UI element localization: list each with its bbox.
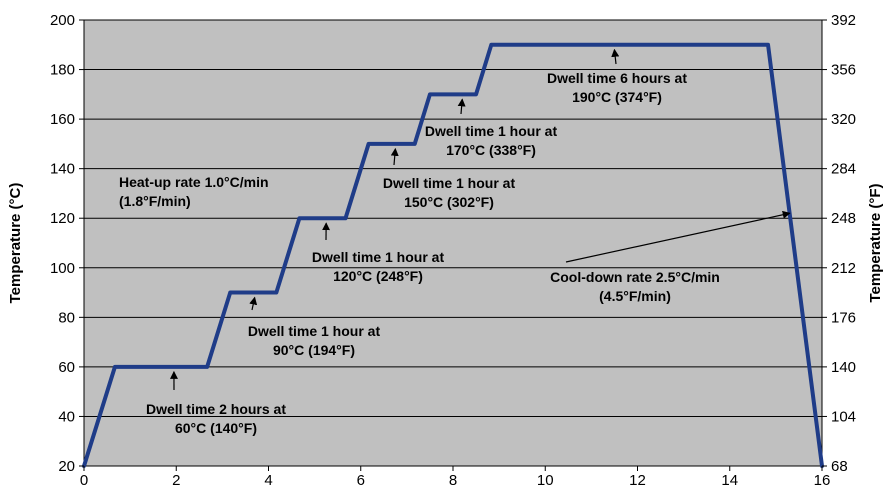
y2-tick-label: 356 (831, 62, 856, 79)
x-tick-label: 2 (172, 472, 180, 489)
annotation-dwell-170-line: Dwell time 1 hour at (425, 123, 558, 139)
y2-tick-label: 284 (831, 161, 856, 178)
y-tick-label: 180 (50, 62, 75, 79)
y-tick-label: 40 (58, 408, 75, 425)
y-tick-label: 120 (50, 210, 75, 227)
y2-tick-label: 176 (831, 309, 856, 326)
plot-area (84, 20, 822, 466)
y2-tick-label: 248 (831, 210, 856, 227)
annotation-dwell-120-line: 120°C (248°F) (333, 268, 423, 284)
x-tick-label: 8 (449, 472, 457, 489)
annotation-dwell-90-line: 90°C (194°F) (273, 342, 355, 358)
x-tick-label: 12 (629, 472, 646, 489)
annotation-dwell-190-line: 190°C (374°F) (572, 89, 662, 105)
x-tick-label: 6 (357, 472, 365, 489)
y-axis-title: Temperature (°C) (7, 183, 24, 304)
x-tick-label: 4 (264, 472, 272, 489)
y2-tick-label: 104 (831, 408, 856, 425)
x-tick-label: 10 (537, 472, 554, 489)
annotation-dwell-190-line: Dwell time 6 hours at (547, 70, 687, 86)
annotation-heat-up-line: (1.8°F/min) (119, 193, 191, 209)
x-tick-label: 0 (80, 472, 88, 489)
x-tick-label: 14 (721, 472, 738, 489)
y2-tick-label: 392 (831, 12, 856, 29)
annotation-dwell-90-line: Dwell time 1 hour at (248, 323, 381, 339)
annotation-dwell-170-line: 170°C (338°F) (446, 142, 536, 158)
annotation-cool-down-line: Cool-down rate 2.5°C/min (550, 269, 720, 285)
annotation-dwell-150-line: Dwell time 1 hour at (383, 175, 516, 191)
y-tick-label: 100 (50, 260, 75, 277)
annotation-dwell-120-line: Dwell time 1 hour at (312, 249, 445, 265)
y-tick-label: 80 (58, 309, 75, 326)
y2-tick-label: 140 (831, 359, 856, 376)
annotation-dwell-60-line: 60°C (140°F) (175, 420, 257, 436)
y-tick-label: 60 (58, 359, 75, 376)
y2-tick-label: 68 (831, 458, 848, 475)
annotation-dwell-60-line: Dwell time 2 hours at (146, 401, 286, 417)
annotation-heat-up-line: Heat-up rate 1.0°C/min (119, 174, 269, 190)
x-tick-label: 16 (814, 472, 831, 489)
y-tick-label: 160 (50, 111, 75, 128)
y-tick-label: 20 (58, 458, 75, 475)
y-tick-label: 140 (50, 161, 75, 178)
y2-tick-label: 320 (831, 111, 856, 128)
annotation-cool-down-line: (4.5°F/min) (599, 288, 671, 304)
y2-tick-label: 212 (831, 260, 856, 277)
annotation-dwell-150-line: 150°C (302°F) (404, 194, 494, 210)
y2-axis-title: Temperature (°F) (867, 183, 884, 302)
y-tick-label: 200 (50, 12, 75, 29)
